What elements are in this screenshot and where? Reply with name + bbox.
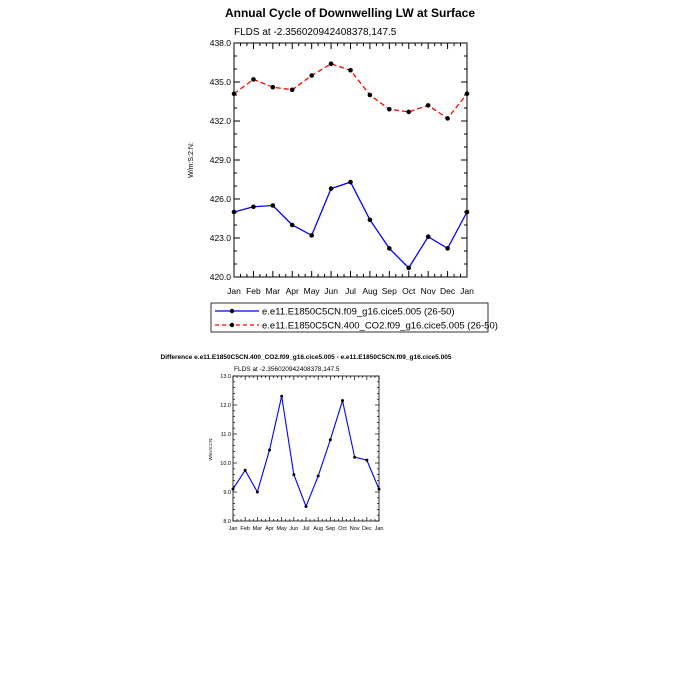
- difference-y-axis-label: W/m:S:2:N:: [208, 437, 213, 460]
- data-point-0-5: [292, 473, 296, 477]
- x-tick-label: Mar: [253, 526, 263, 532]
- x-tick-label: Jul: [345, 286, 356, 296]
- y-tick-label: 435.0: [210, 77, 232, 87]
- legend-marker-control: [229, 308, 235, 314]
- data-point-1-9: [406, 109, 412, 115]
- y-tick-label: 9.0: [223, 490, 231, 496]
- plot-frame: [233, 42, 468, 278]
- data-point-0-10: [353, 455, 357, 459]
- data-point-1-1: [251, 77, 256, 82]
- difference-chart-subtitle: FLDS at -2.356020942408378,147.5: [234, 366, 340, 373]
- data-point-0-1: [243, 468, 247, 472]
- x-tick-label: Sep: [382, 286, 397, 296]
- legend: e.e11.E1850C5CN.f09_g16.cice5.005 (26-50…: [210, 302, 498, 333]
- y-axis-label: W/m:S:2:N:: [188, 142, 195, 178]
- x-tick-label: Aug: [362, 286, 377, 296]
- y-tick-label: 423.0: [210, 233, 232, 243]
- legend-label-control: e.e11.E1850C5CN.f09_g16.cice5.005 (26-50…: [262, 307, 455, 318]
- data-point-0-11: [445, 246, 450, 251]
- x-tick-label: Jan: [375, 526, 384, 532]
- x-tick-label: Jan: [229, 526, 238, 532]
- data-point-0-6: [304, 505, 308, 508]
- data-point-0-3: [289, 222, 295, 228]
- data-point-0-0: [231, 487, 235, 491]
- data-point-0-8: [387, 246, 392, 251]
- data-point-0-5: [328, 186, 334, 191]
- x-tick-label: Jan: [227, 286, 241, 296]
- y-tick-label: 429.0: [210, 155, 232, 165]
- data-point-0-11: [365, 458, 369, 462]
- x-tick-label: Dec: [440, 286, 456, 296]
- y-tick-label: 432.0: [210, 116, 232, 126]
- x-tick-label: May: [304, 286, 321, 296]
- data-point-1-2: [270, 84, 276, 90]
- y-tick-label: 10.0: [220, 461, 231, 467]
- data-point-1-4: [309, 73, 314, 78]
- x-tick-label: Oct: [338, 526, 347, 532]
- x-tick-label: Feb: [246, 286, 261, 296]
- data-point-0-4: [280, 394, 284, 398]
- data-point-0-0: [231, 209, 237, 215]
- difference-chart-title: Difference e.e11.E1850C5CN.400_CO2.f09_g…: [161, 354, 452, 361]
- y-tick-label: 8.0: [223, 519, 231, 525]
- x-tick-label: Dec: [362, 526, 372, 532]
- x-tick-label: Jun: [289, 526, 298, 532]
- data-point-0-12: [464, 209, 470, 215]
- chart-subtitle: FLDS at -2.356020942408378,147.5: [234, 27, 397, 38]
- y-tick-label: 420.0: [210, 272, 232, 282]
- data-point-0-8: [328, 438, 332, 442]
- x-tick-label: Apr: [265, 526, 274, 532]
- series-line-0: [232, 396, 380, 509]
- chart-title: Annual Cycle of Downwelling LW at Surfac…: [225, 6, 475, 20]
- data-point-0-1: [251, 204, 256, 210]
- y-tick-label: 426.0: [210, 194, 232, 204]
- x-tick-label: Jun: [324, 286, 338, 296]
- data-point-0-3: [268, 448, 271, 452]
- x-tick-label: Jan: [460, 286, 474, 296]
- y-tick-label: 12.0: [220, 403, 231, 409]
- x-tick-label: Nov: [421, 286, 437, 296]
- x-tick-label: Apr: [286, 286, 299, 296]
- data-point-0-12: [377, 487, 381, 491]
- data-point-1-10: [425, 103, 431, 108]
- data-point-0-2: [255, 490, 259, 494]
- x-tick-label: Aug: [313, 526, 323, 532]
- legend-marker-co2: [229, 322, 235, 328]
- data-point-0-4: [309, 233, 314, 238]
- difference-chart: Difference e.e11.E1850C5CN.400_CO2.f09_g…: [161, 354, 452, 532]
- x-tick-label: May: [276, 526, 287, 532]
- data-point-1-7: [367, 92, 373, 98]
- difference-plot-frame: [232, 375, 380, 522]
- series-line-0: [233, 181, 468, 269]
- x-tick-label: Jul: [302, 526, 309, 532]
- legend-box: [210, 302, 489, 333]
- y-tick-label: 438.0: [210, 38, 232, 48]
- data-point-0-9: [406, 265, 412, 271]
- x-tick-label: Mar: [266, 286, 281, 296]
- y-tick-label: 13.0: [220, 374, 231, 380]
- data-point-1-11: [445, 116, 450, 121]
- data-point-0-10: [425, 234, 431, 239]
- data-point-0-7: [316, 474, 320, 478]
- x-tick-label: Feb: [240, 526, 249, 532]
- data-point-1-6: [348, 68, 353, 73]
- x-tick-label: Oct: [402, 286, 416, 296]
- legend-label-co2: e.e11.E1850C5CN.400_CO2.f09_g16.cice5.00…: [262, 321, 498, 332]
- data-point-0-2: [270, 203, 276, 208]
- top-chart: Annual Cycle of Downwelling LW at Surfac…: [188, 6, 475, 296]
- data-point-1-3: [289, 87, 295, 93]
- y-tick-label: 11.0: [221, 432, 231, 438]
- data-point-1-12: [464, 91, 470, 96]
- data-point-1-0: [231, 91, 237, 96]
- data-point-1-5: [328, 61, 334, 67]
- x-tick-label: Nov: [350, 526, 360, 532]
- x-tick-label: Sep: [325, 526, 335, 532]
- data-point-0-9: [341, 399, 344, 403]
- data-point-1-8: [387, 107, 392, 112]
- data-point-0-6: [348, 179, 353, 185]
- data-point-0-7: [367, 217, 373, 223]
